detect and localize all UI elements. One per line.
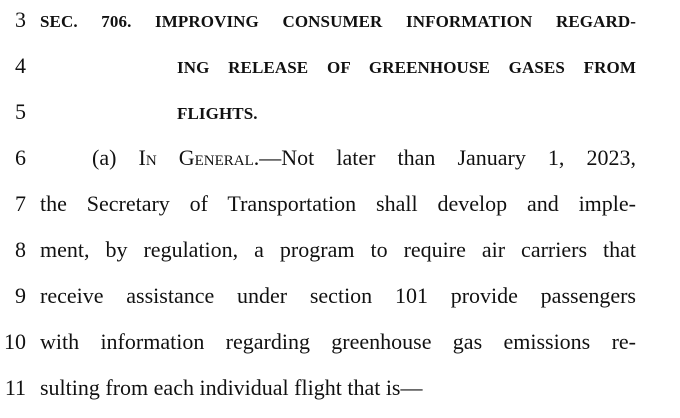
line-number: 11 bbox=[4, 375, 26, 400]
paragraph-text: with information regarding greenhouse ga… bbox=[40, 329, 636, 354]
line-number: 9 bbox=[15, 283, 26, 308]
text-line: 8 ment, by regulation, a program to requ… bbox=[0, 230, 680, 270]
text-line: 9 receive assistance under section 101 p… bbox=[0, 276, 680, 316]
text-line: 3 SEC. 706. IMPROVING CONSUMER INFORMATI… bbox=[0, 0, 680, 40]
paragraph-text: receive assistance under section 101 pro… bbox=[40, 283, 636, 308]
paragraph-text: ment, by regulation, a program to requir… bbox=[40, 237, 636, 262]
paragraph-text: sulting from each individual flight that… bbox=[40, 375, 423, 400]
line-number: 4 bbox=[15, 53, 26, 78]
text-line: 5 FLIGHTS. bbox=[0, 92, 680, 132]
section-heading: FLIGHTS. bbox=[177, 104, 258, 123]
paragraph-text: .—Not later than January 1, 2023, bbox=[253, 145, 637, 170]
text-line: 4 ING RELEASE OF GREENHOUSE GASES FROM bbox=[0, 46, 680, 86]
line-number: 10 bbox=[4, 329, 26, 354]
text-line: 7 the Secretary of Transportation shall … bbox=[0, 184, 680, 224]
line-number: 8 bbox=[15, 237, 26, 262]
line-number: 7 bbox=[15, 191, 26, 216]
text-line: 6 (a) In General.—Not later than January… bbox=[0, 138, 680, 178]
text-line: 11 sulting from each individual flight t… bbox=[0, 368, 680, 408]
line-number: 6 bbox=[15, 145, 26, 170]
section-heading: SEC. 706. IMPROVING CONSUMER INFORMATION… bbox=[40, 12, 636, 31]
subsection-marker: (a) bbox=[92, 145, 139, 170]
paragraph-start: (a) In General.—Not later than January 1… bbox=[92, 145, 636, 171]
line-number: 5 bbox=[15, 99, 26, 124]
text-line: 10 with information regarding greenhouse… bbox=[0, 322, 680, 362]
subsection-heading: In General bbox=[138, 145, 254, 170]
line-number: 3 bbox=[15, 7, 26, 32]
paragraph-text: the Secretary of Transportation shall de… bbox=[40, 191, 636, 216]
section-heading: ING RELEASE OF GREENHOUSE GASES FROM bbox=[177, 58, 636, 77]
